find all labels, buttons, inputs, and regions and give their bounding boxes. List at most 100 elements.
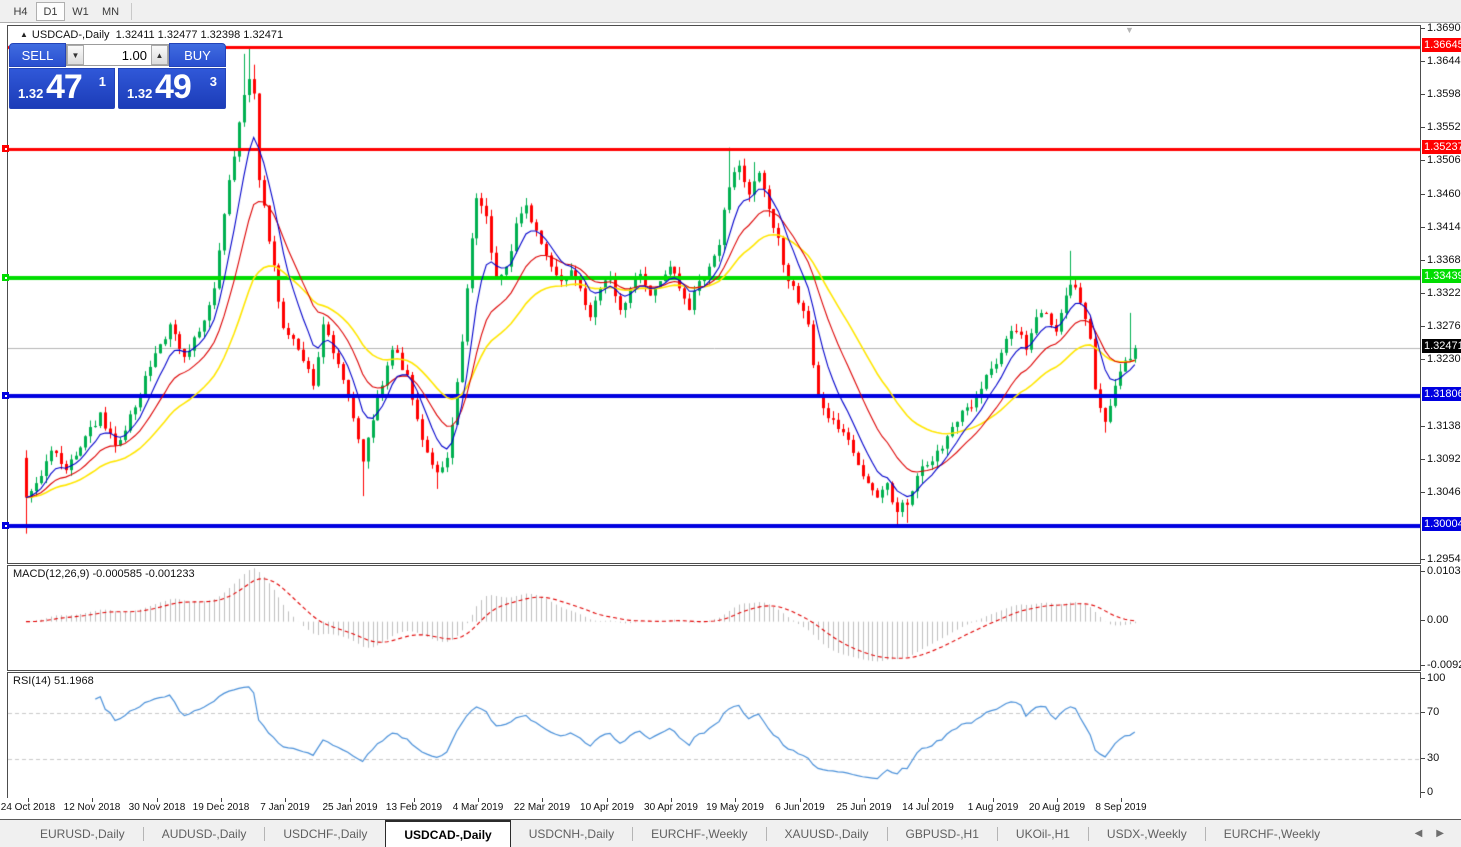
price-tick-label: 1.29540	[1427, 553, 1461, 565]
rsi-header: RSI(14) 51.1968	[13, 675, 94, 687]
chart-tab-audusd-daily[interactable]: AUDUSD-,Daily	[161, 826, 247, 841]
macd-values: -0.000585 -0.001233	[92, 568, 195, 580]
price-chart-pane[interactable]: ▲ USDCAD-,Daily 1.32411 1.32477 1.32398 1…	[7, 25, 1421, 564]
date-tick-mark	[735, 798, 736, 802]
hline-price-label: 1.30004	[1422, 517, 1461, 531]
chart-tab-eurusd-daily[interactable]: EURUSD-,Daily	[40, 826, 125, 841]
rsi-value: 51.1968	[53, 675, 94, 687]
rsi-scale-label: 0	[1427, 786, 1434, 798]
macd-pane[interactable]: MACD(12,26,9) -0.000585 -0.001233	[7, 565, 1421, 671]
rsi-canvas[interactable]	[8, 673, 1420, 798]
price-axis[interactable]: 1.36900 1.36440 1.35980 1.35520 1.35060 1.346…	[1421, 22, 1461, 798]
chart-symbol-period: USDCAD-,Daily	[31, 29, 110, 41]
sell-price-base: 1.32	[18, 86, 44, 101]
hline-price-label: 1.35237	[1422, 140, 1461, 154]
date-tick-mark	[864, 798, 865, 802]
chart-title: ▲ USDCAD-,Daily 1.32411 1.32477 1.32398 1…	[20, 29, 283, 41]
tab-separator	[886, 826, 888, 841]
chart-tab-xauusd-daily[interactable]: XAUUSD-,Daily	[784, 826, 869, 841]
macd-scale-label: -0.009203	[1427, 659, 1461, 671]
chart-tab-usdcad-daily[interactable]: USDCAD-,Daily	[385, 820, 511, 847]
macd-scale-label: 0.00	[1427, 614, 1449, 626]
price-tick-mark	[1421, 227, 1425, 228]
date-tick-mark	[221, 798, 222, 802]
rsi-pane[interactable]: RSI(14) 51.1968	[7, 672, 1421, 799]
chart-tab-bar: EURUSD-,Daily AUDUSD-,Daily USDCHF-,Daily U…	[0, 819, 1461, 847]
date-tick-mark	[542, 798, 543, 802]
price-tick-label: 1.32760	[1427, 320, 1461, 332]
rsi-label: RSI(14)	[13, 675, 51, 687]
date-tick-mark	[157, 798, 158, 802]
date-tick-mark	[928, 798, 929, 802]
hline-drag-handle[interactable]	[2, 392, 9, 399]
price-tick-mark	[1421, 260, 1425, 261]
date-tick-mark	[350, 798, 351, 802]
price-tick-mark	[1421, 293, 1425, 294]
collapse-arrow-icon[interactable]: ▲	[20, 30, 28, 39]
buy-price-button[interactable]: 1.32 49 3	[118, 68, 226, 109]
date-label: 8 Sep 2019	[1095, 802, 1147, 813]
hline-price-label: 1.31806	[1422, 387, 1461, 401]
price-tick-label: 1.35520	[1427, 121, 1461, 133]
date-tick-mark	[1057, 798, 1058, 802]
one-click-trading-panel: SELL ▼ ▲ BUY 1.32 47 1 1.32 49 3	[9, 43, 226, 109]
chart-tab-usdx-weekly[interactable]: USDX-,Weekly	[1106, 826, 1187, 841]
macd-tick-mark	[1421, 620, 1425, 621]
rsi-tick-mark	[1421, 712, 1425, 713]
hline-drag-handle[interactable]	[2, 145, 9, 152]
tab-scroll-right-icon[interactable]: ▶	[1436, 828, 1444, 839]
date-tick-mark	[92, 798, 93, 802]
tab-scroll-left-icon[interactable]: ◀	[1414, 828, 1423, 839]
sell-button[interactable]: SELL	[9, 43, 66, 67]
price-tick-mark	[1421, 426, 1425, 427]
date-label: 4 Mar 2019	[452, 802, 504, 813]
price-tick-mark	[1421, 492, 1425, 493]
chart-tab-eurchf-weekly[interactable]: EURCHF-,Weekly	[1223, 826, 1321, 841]
buy-button[interactable]: BUY	[169, 43, 226, 67]
timeframe-button-d1[interactable]: D1	[36, 1, 65, 21]
macd-scale-label: 0.010311	[1427, 565, 1461, 577]
date-label: 7 Jan 2019	[260, 802, 310, 813]
chart-tab-eurchf-weekly[interactable]: EURCHF-,Weekly	[651, 826, 748, 841]
price-tick-label: 1.32300	[1427, 353, 1461, 365]
lot-increase-button[interactable]: ▲	[151, 45, 168, 65]
price-tick-label: 1.36900	[1427, 22, 1461, 34]
date-tick-mark	[993, 798, 994, 802]
hline-drag-handle[interactable]	[2, 522, 9, 529]
price-tick-label: 1.35060	[1427, 154, 1461, 166]
rsi-scale-label: 30	[1427, 752, 1440, 764]
chart-tab-usdcnh-daily[interactable]: USDCNH-,Daily	[528, 826, 615, 841]
price-tick-label: 1.30460	[1427, 486, 1461, 498]
chart-ohlc-readout: 1.32411 1.32477 1.32398 1.32471	[115, 29, 284, 41]
chart-tab-usdchf-daily[interactable]: USDCHF-,Daily	[283, 826, 368, 841]
price-tick-mark	[1421, 127, 1425, 128]
sell-price-sup: 1	[98, 74, 106, 89]
price-chart-canvas[interactable]	[8, 26, 1420, 563]
rsi-tick-mark	[1421, 792, 1425, 793]
chart-tab-ukoil-h1[interactable]: UKOil-,H1	[1015, 826, 1070, 841]
date-label: 22 Mar 2019	[513, 802, 571, 813]
chart-tab-gbpusd-h1[interactable]: GBPUSD-,H1	[905, 826, 979, 841]
timeframe-button-w1[interactable]: W1	[72, 5, 89, 18]
macd-canvas[interactable]	[8, 566, 1420, 670]
price-tick-mark	[1421, 160, 1425, 161]
date-label: 20 Aug 2019	[1028, 802, 1086, 813]
current-price-label: 1.32471	[1422, 339, 1461, 353]
hline-drag-handle[interactable]	[2, 274, 9, 281]
sell-price-button[interactable]: 1.32 47 1	[9, 68, 115, 109]
timeframe-button-mn[interactable]: MN	[101, 5, 120, 18]
date-label: 10 Apr 2019	[580, 802, 634, 813]
lot-decrease-button[interactable]: ▼	[67, 45, 84, 65]
lot-size-input[interactable]	[84, 45, 151, 65]
date-tick-mark	[414, 798, 415, 802]
chart-shift-marker-icon: ▼	[1125, 25, 1134, 35]
date-axis[interactable]: 24 Oct 2018 12 Nov 2018 30 Nov 2018 19 Dec …	[0, 798, 1461, 819]
price-tick-label: 1.34140	[1427, 221, 1461, 233]
date-label: 6 Jun 2019	[775, 802, 825, 813]
price-tick-label: 1.30920	[1427, 453, 1461, 465]
timeframe-button-h4[interactable]: H4	[13, 5, 28, 18]
date-tick-mark	[671, 798, 672, 802]
date-label: 30 Nov 2018	[128, 802, 186, 813]
price-tick-mark	[1421, 194, 1425, 195]
tab-scroll-buttons: ◀ ▶	[1408, 820, 1461, 847]
